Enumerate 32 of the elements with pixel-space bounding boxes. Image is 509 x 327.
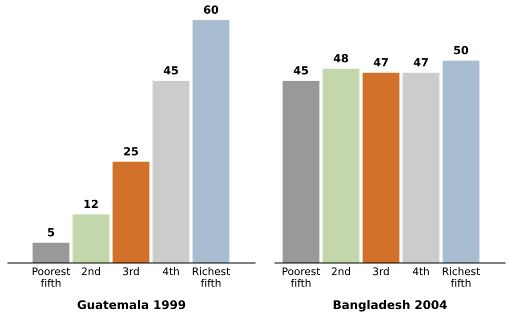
- x-tick-label: Poorest fifth: [282, 267, 320, 287]
- data-label: 47: [414, 58, 428, 66]
- bar: [72, 214, 110, 263]
- data-label: 60: [204, 5, 218, 14]
- bar: [112, 162, 150, 263]
- data-label: 25: [124, 147, 138, 156]
- data-label: 50: [454, 46, 468, 54]
- x-axis-title: Guatemala 1999: [78, 300, 186, 310]
- bar: [362, 72, 400, 263]
- x-tick-label: 3rd: [123, 267, 139, 276]
- bar: [402, 72, 440, 263]
- bar: [192, 20, 230, 263]
- x-tick-label: 4th: [162, 267, 179, 276]
- bar: [442, 60, 480, 263]
- bar: [282, 80, 320, 263]
- x-tick-label: Richest fifth: [442, 267, 480, 287]
- bar: [32, 242, 70, 263]
- data-label: 5: [48, 228, 54, 236]
- data-label: 45: [294, 66, 308, 75]
- data-label: 12: [84, 200, 98, 208]
- data-label: 48: [334, 54, 348, 62]
- x-tick-label: 3rd: [373, 267, 389, 276]
- x-axis-title: Bangladesh 2004: [334, 300, 447, 312]
- bar: [152, 80, 190, 263]
- x-tick-label: 4th: [412, 267, 429, 276]
- data-label: 47: [374, 58, 388, 66]
- x-tick-label: Richest fifth: [192, 267, 230, 287]
- x-tick-label: 2nd: [332, 267, 350, 276]
- x-tick-label: Poorest fifth: [32, 267, 70, 287]
- x-tick-label: 2nd: [82, 267, 100, 276]
- bar: [322, 68, 360, 263]
- data-label: 45: [164, 66, 178, 75]
